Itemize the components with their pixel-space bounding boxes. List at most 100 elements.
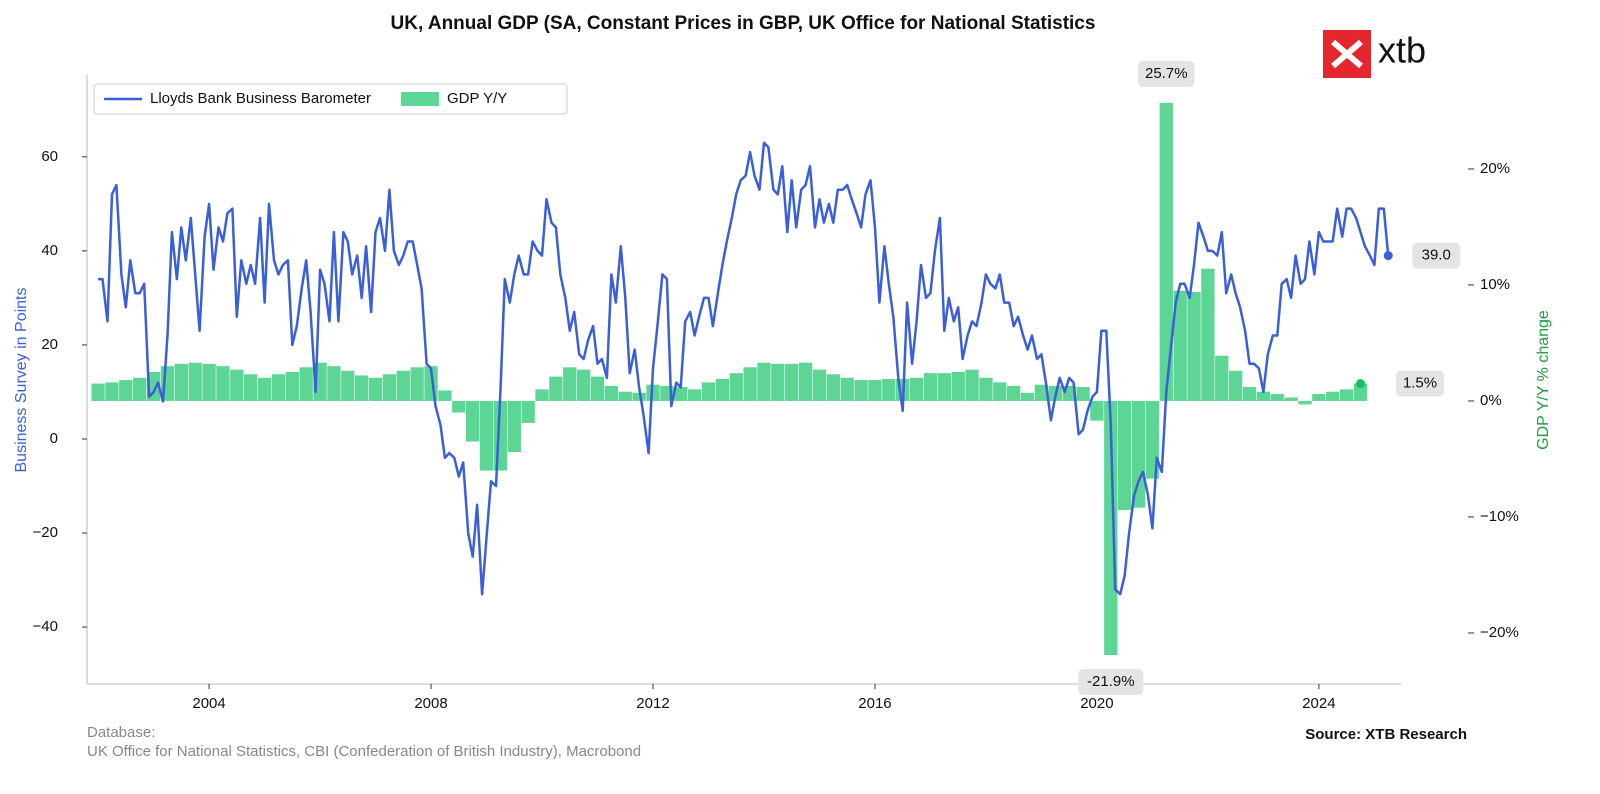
bar: [909, 377, 924, 401]
bar: [91, 383, 105, 401]
bar: [438, 390, 452, 401]
bar: [188, 362, 202, 401]
bar: [715, 378, 730, 401]
value-label: 1.5%: [1403, 375, 1437, 392]
value-label-group: 25.7%: [1138, 60, 1195, 87]
end-dot: [1383, 251, 1393, 261]
bar: [729, 373, 743, 401]
logo: xtb: [1323, 30, 1426, 78]
bar: [1131, 400, 1146, 508]
value-label: -21.9%: [1087, 673, 1135, 690]
bar: [1159, 102, 1173, 401]
bar: [1339, 389, 1354, 401]
bar: [1242, 387, 1257, 401]
bar: [923, 373, 938, 401]
y2-tick-label: 20%: [1480, 160, 1510, 177]
legend: Lloyds Bank Business Barometer GDP Y/Y: [93, 83, 568, 115]
bar: [854, 380, 868, 401]
bar: [465, 400, 480, 442]
bar: [576, 369, 591, 401]
value-label-group: -21.9%: [1078, 669, 1144, 695]
x-tick-label: 2008: [414, 695, 447, 712]
value-label: 25.7%: [1145, 65, 1188, 82]
bar: [1007, 385, 1021, 401]
bar: [798, 362, 813, 401]
bar: [951, 371, 965, 401]
legend-label: Lloyds Bank Business Barometer: [150, 90, 371, 107]
y2-tick-label: −10%: [1480, 508, 1519, 525]
bar: [1353, 383, 1368, 401]
bar: [549, 376, 563, 401]
legend-label: GDP Y/Y: [447, 90, 507, 107]
bar: [216, 366, 230, 401]
y-tick-label: 0: [50, 430, 58, 447]
bar: [299, 367, 313, 401]
bar: [1173, 290, 1187, 401]
y-tick-label: −40: [33, 618, 58, 635]
bar: [1104, 400, 1118, 655]
line: [98, 141, 1390, 596]
bar: [396, 370, 410, 401]
bar: [812, 369, 827, 401]
bar: [590, 376, 605, 401]
y-tick-label: −20: [33, 524, 58, 541]
bar: [285, 371, 299, 401]
y2-tick-label: 0%: [1480, 392, 1502, 409]
legend-swatch: [400, 92, 439, 106]
bar: [507, 400, 521, 452]
bar: [1256, 391, 1271, 401]
bar: [230, 369, 244, 401]
bar: [257, 377, 272, 401]
x-tick-label: 2016: [858, 695, 891, 712]
y-tick-label: 60: [41, 148, 58, 165]
bar: [174, 363, 188, 401]
bar: [646, 384, 660, 401]
bar: [826, 374, 840, 401]
bar: [1020, 392, 1035, 401]
value-label-box: [1138, 60, 1195, 87]
bar: [521, 400, 535, 423]
bar: [840, 377, 854, 401]
bar: [701, 382, 716, 401]
bar: [368, 377, 383, 401]
bar: [341, 370, 355, 401]
value-label-box: [1078, 669, 1144, 695]
bar: [1201, 268, 1215, 401]
bar: [979, 377, 993, 401]
bar: [535, 389, 549, 401]
bar: [327, 366, 341, 401]
value-label: 39.0: [1422, 247, 1451, 264]
bar: [965, 369, 979, 401]
source: Source: XTB Research: [1305, 726, 1467, 743]
bar: [271, 374, 286, 401]
database-label: Database:: [87, 724, 155, 741]
bar: [1215, 355, 1229, 401]
bar: [618, 391, 632, 401]
y2-tick-label: 10%: [1480, 276, 1510, 293]
bar: [868, 380, 882, 401]
bar: [1118, 400, 1132, 510]
bar: [687, 389, 702, 401]
bar: [410, 367, 424, 401]
bar: [757, 362, 771, 401]
bar: [1090, 400, 1104, 421]
bar: [1076, 387, 1090, 401]
bar: [1034, 384, 1049, 401]
bar: [1228, 370, 1243, 401]
bar: [1284, 397, 1298, 401]
y-tick-label: 20: [41, 336, 58, 353]
y2-axis-label: GDP Y/Y % change: [1535, 310, 1552, 450]
bar: [1298, 400, 1312, 405]
logo-text: xtb: [1378, 30, 1426, 71]
bar: [743, 367, 757, 401]
y-axis-label: Business Survey in Points: [13, 288, 30, 473]
bar: [202, 363, 216, 401]
bar: [1312, 394, 1326, 401]
x-tick-label: 2004: [192, 695, 225, 712]
bar: [133, 377, 147, 401]
bar: [937, 373, 951, 401]
bar: [355, 375, 369, 401]
bar: [1326, 391, 1340, 401]
bar: [674, 387, 688, 401]
